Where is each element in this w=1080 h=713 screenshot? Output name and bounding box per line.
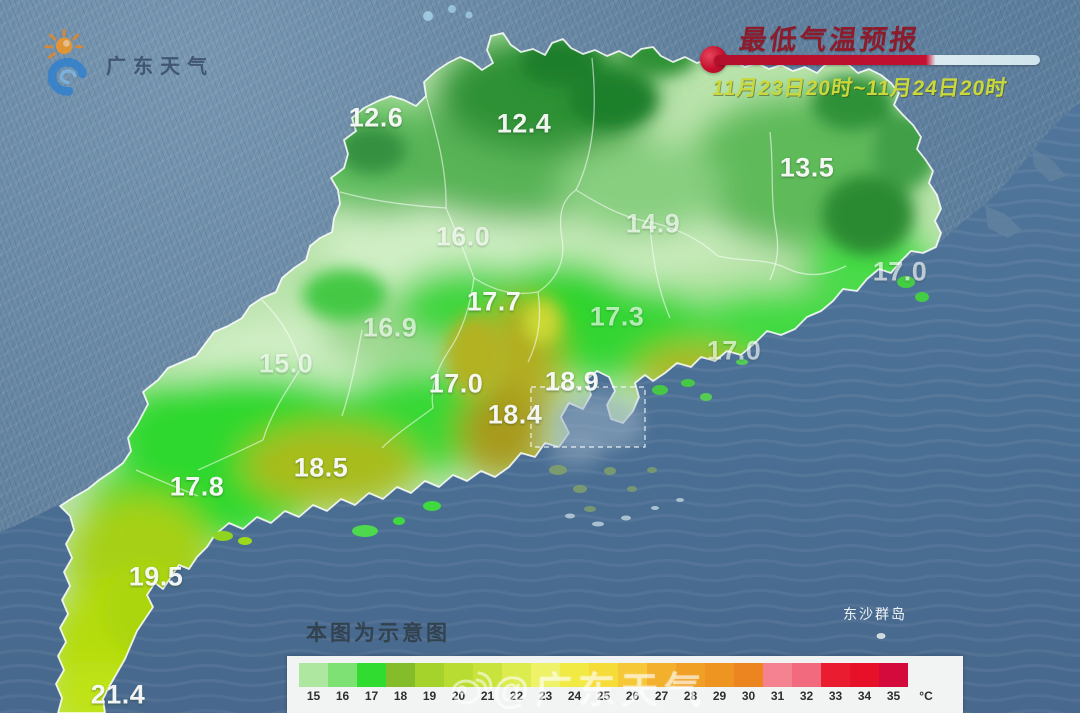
temp-label: 17.0	[872, 256, 928, 287]
legend-cell: 16	[328, 663, 357, 703]
legend-cell: 35	[879, 663, 908, 703]
legend-cell: 25	[589, 663, 618, 703]
legend-cell: 34	[850, 663, 879, 703]
temp-label: 19.5	[128, 561, 184, 592]
legend-cell: 21	[473, 663, 502, 703]
legend-cell: 30	[734, 663, 763, 703]
legend-cell: 29	[705, 663, 734, 703]
dashed-region-box	[530, 386, 646, 448]
temp-label: 15.0	[258, 348, 314, 379]
legend-cell: 32	[792, 663, 821, 703]
sun-cloud-logo-icon	[44, 28, 87, 96]
temp-label: 21.4	[90, 679, 146, 710]
thermometer-graphic	[700, 46, 1040, 74]
legend-cell: 15	[299, 663, 328, 703]
reservoir-spots	[423, 5, 473, 21]
temp-label: 16.0	[435, 221, 491, 252]
temp-label: 18.5	[293, 452, 349, 483]
temp-label: 18.4	[487, 399, 543, 430]
temp-label: 12.4	[496, 108, 552, 139]
temp-label: 17.0	[428, 368, 484, 399]
dongsha-islands-label: 东沙群岛	[843, 606, 907, 622]
temp-label: 17.8	[169, 471, 225, 502]
coastal-islands	[213, 276, 929, 639]
station-logo: 广东天气	[38, 28, 214, 108]
forecast-date-range: 11月23日20时~11月24日20时	[710, 77, 1009, 100]
legend-cell: 18	[386, 663, 415, 703]
temperature-legend: 15 16 17 18 19 20 21 22 23 24 25 26 27 28 29 30 31 32 33 34…	[287, 656, 963, 713]
legend-cell: 23	[531, 663, 560, 703]
temp-label: 12.6	[348, 102, 404, 133]
province-outline	[55, 32, 942, 713]
thermometer-tube	[714, 55, 1040, 65]
legend-bar: 15 16 17 18 19 20 21 22 23 24 25 26 27 28 29 30 31 32 33 34…	[287, 656, 963, 703]
map-note: 本图为示意图	[306, 622, 450, 645]
logo-title: 广东天气	[106, 56, 214, 78]
legend-cell: °C	[919, 689, 933, 703]
temp-label: 17.3	[589, 301, 645, 332]
temp-label: 17.0	[706, 335, 762, 366]
legend-cell: 22	[502, 663, 531, 703]
temp-label: 14.9	[625, 208, 681, 239]
legend-cell: 27	[647, 663, 676, 703]
legend-cell: 33	[821, 663, 850, 703]
prefecture-boundaries	[135, 57, 847, 497]
legend-cell: 20	[444, 663, 473, 703]
legend-cell: 31	[763, 663, 792, 703]
legend-cell: 26	[618, 663, 647, 703]
temp-label: 13.5	[779, 152, 835, 183]
legend-cell: 17	[357, 663, 386, 703]
legend-cell: 28	[676, 663, 705, 703]
temp-label: 16.9	[362, 312, 418, 343]
legend-cell: 19	[415, 663, 444, 703]
legend-cell: 24	[560, 663, 589, 703]
temp-label: 17.7	[466, 286, 522, 317]
temp-label: 18.9	[544, 366, 600, 397]
